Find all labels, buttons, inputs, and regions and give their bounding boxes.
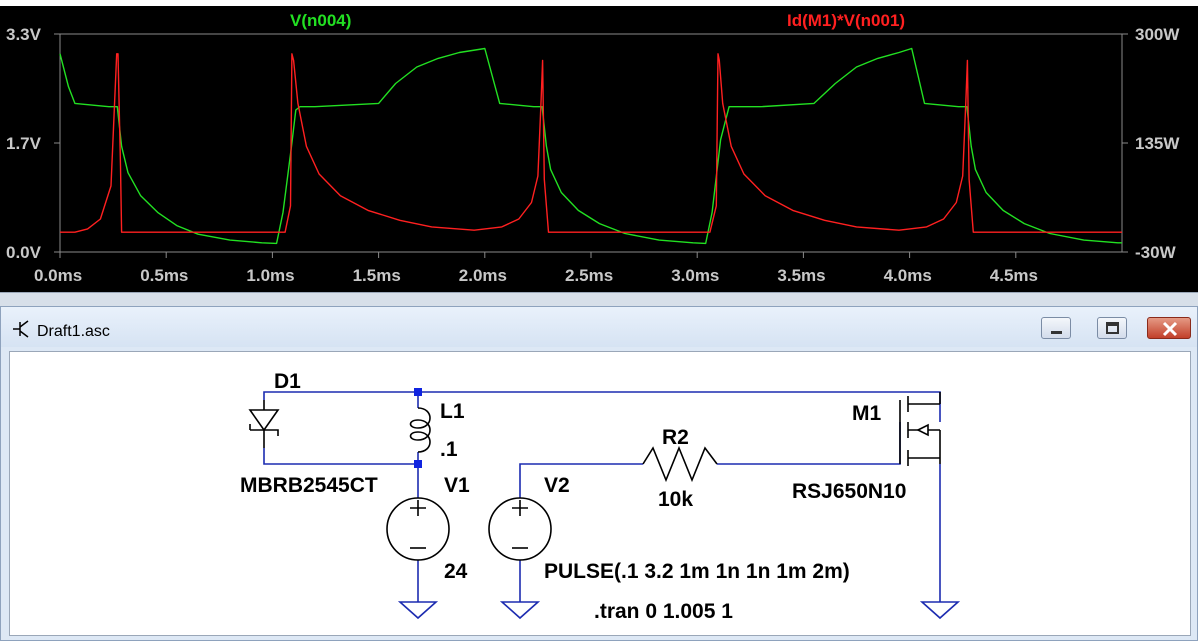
schematic-canvas[interactable]: D1 MBRB2545CT L1 .1 V1 24 V2 PULSE(.1 3.… [9,351,1191,636]
v2-value[interactable]: PULSE(.1 3.2 1m 1n 1n 1m 2m) [544,560,850,583]
x-axis-ticks: 0.0ms 0.5ms 1.0ms 1.5ms 2.0ms 2.5ms 3.0ms 3.5ms… [34,252,1038,285]
l1-value[interactable]: .1 [440,438,458,461]
window-title: Draft1.asc [37,323,110,340]
v2-label[interactable]: V2 [544,474,570,497]
minimize-icon [1051,331,1062,334]
left-axis-top: 3.3V [6,25,42,44]
close-button[interactable] [1147,317,1191,339]
x-tick-label: 0.5ms [140,266,188,285]
schematic-icon [13,320,29,338]
schematic-drawing[interactable]: D1 MBRB2545CT L1 .1 V1 24 V2 PULSE(.1 3.… [10,352,1190,635]
series-layer [59,47,1122,245]
r2-label[interactable]: R2 [662,426,689,449]
x-tick-label: 0.0ms [34,266,82,285]
maximize-button[interactable] [1097,317,1127,339]
maximize-icon [1106,322,1119,334]
mosfet-m1[interactable] [899,392,941,466]
x-tick-label: 1.5ms [353,266,401,285]
trace-label-vn004[interactable]: V(n004) [290,11,351,30]
diode-d1[interactable] [248,400,280,448]
spice-directive[interactable]: .tran 0 1.005 1 [594,600,733,623]
x-tick-label: 3.5ms [777,266,825,285]
trace-label-power[interactable]: Id(M1)*V(n001) [787,11,905,30]
series-line-vn004 [59,47,1122,245]
r2-value[interactable]: 10k [658,488,693,511]
waveform-pane[interactable]: V(n004) Id(M1)*V(n001) 3.3V 1.7V 0.0V 30… [0,0,1198,298]
d1-model[interactable]: MBRB2545CT [240,474,378,497]
voltage-source-v2[interactable] [488,497,552,561]
series-line-power [60,53,1122,233]
right-axis-bottom: -30W [1135,243,1177,262]
voltage-source-v1[interactable] [386,497,450,561]
x-tick-label: 4.0ms [884,266,932,285]
waveform-plot[interactable]: V(n004) Id(M1)*V(n001) 3.3V 1.7V 0.0V 30… [0,0,1198,292]
left-axis-mid: 1.7V [6,134,42,153]
d1-label[interactable]: D1 [274,370,301,393]
plot-background [0,6,1198,292]
junction-dots [414,388,422,468]
right-axis-mid: 135W [1135,134,1180,153]
m1-label[interactable]: M1 [852,402,881,425]
left-axis-bottom: 0.0V [6,243,42,262]
resistor-r2[interactable] [642,445,718,483]
x-tick-label: 4.5ms [990,266,1038,285]
x-tick-label: 2.0ms [459,266,507,285]
ground-symbols [397,601,961,620]
x-tick-label: 2.5ms [565,266,613,285]
v1-label[interactable]: V1 [444,474,470,497]
inductor-l1[interactable] [409,407,431,453]
v1-value[interactable]: 24 [444,560,468,583]
x-tick-label: 1.0ms [246,266,294,285]
close-icon [1162,321,1178,337]
schematic-window[interactable]: Draft1.asc [0,306,1198,641]
l1-label[interactable]: L1 [440,400,465,423]
pane-divider[interactable] [0,292,1198,307]
m1-model[interactable]: RSJ650N10 [792,480,906,503]
minimize-button[interactable] [1041,317,1071,339]
right-axis-top: 300W [1135,25,1180,44]
schematic-titlebar[interactable]: Draft1.asc [1,307,1197,347]
x-tick-label: 3.0ms [671,266,719,285]
